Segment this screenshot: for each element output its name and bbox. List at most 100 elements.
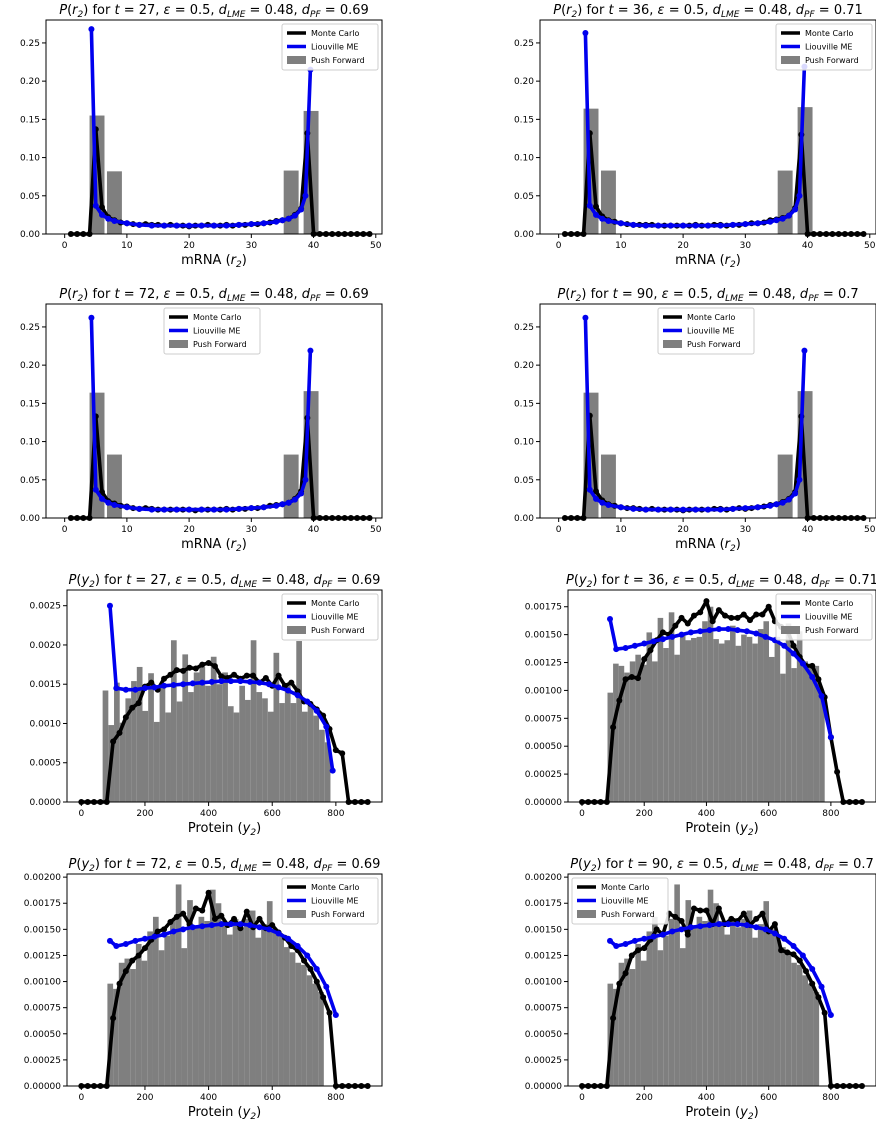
monte-carlo-point	[734, 614, 741, 621]
liouville-me-point	[781, 642, 788, 649]
y-tick-label: 0.00	[20, 514, 40, 524]
axes-frame	[66, 873, 383, 1087]
liouville-me-point	[680, 506, 687, 513]
monte-carlo-point	[332, 747, 339, 754]
push-forward-bar	[763, 621, 770, 802]
monte-carlo-point	[301, 957, 308, 964]
push-forward-bar	[774, 934, 781, 1086]
monte-carlo-point	[635, 675, 641, 682]
chart-panel-2: P(r2) for t = 36, ε = 0.5, dLME = 0.48, …	[514, 3, 876, 270]
monte-carlo-point	[678, 917, 685, 924]
liouville-me-point	[692, 506, 699, 513]
legend-push-forward-swatch	[577, 910, 596, 918]
liouville-me-point	[151, 684, 158, 691]
push-forward-bar	[199, 666, 206, 802]
liouville-me-point	[161, 222, 168, 229]
push-forward-bar	[769, 929, 775, 1086]
legend-push-forward-swatch	[663, 340, 682, 348]
push-forward-bar	[176, 701, 183, 802]
push-forward-bar	[262, 698, 268, 802]
liouville-me-line	[89, 29, 313, 228]
y-tick-label: 0.00125	[525, 659, 562, 669]
liouville-me-point	[227, 921, 234, 928]
monte-carlo-point	[610, 1015, 617, 1022]
liouville-me-point	[186, 222, 193, 229]
x-tick-label: 800	[822, 1093, 839, 1103]
push-forward-bar	[785, 623, 792, 802]
liouville-me-point	[148, 506, 155, 513]
liouville-me-point	[655, 222, 662, 229]
axes-frame	[66, 589, 383, 803]
liouville-me-point	[753, 924, 760, 931]
liouville-me-point	[706, 922, 713, 929]
liouville-me-point	[123, 220, 130, 227]
liouville-me-point	[692, 222, 699, 229]
push-forward-bar	[153, 721, 160, 802]
x-tick-label: 10	[121, 241, 133, 251]
liouville-me-point	[801, 347, 808, 354]
y-tick-label: 0.00100	[525, 686, 562, 696]
push-forward-bar	[159, 685, 166, 802]
push-forward-bar	[175, 884, 182, 1086]
push-forward-bar	[102, 690, 109, 802]
monte-carlo-point	[809, 662, 816, 669]
y-tick-label: 0.05	[20, 476, 40, 486]
legend: Monte Carlo Liouville ME Push Forward	[281, 593, 379, 641]
push-forward-bar	[657, 950, 664, 1086]
monte-carlo-point	[784, 949, 791, 956]
chart-panel-5: P(y2) for t = 27, ε = 0.5, dLME = 0.48, …	[30, 573, 383, 838]
monte-carlo-point	[199, 661, 206, 668]
liouville-me-point	[256, 924, 263, 931]
legend: Monte Carlo Liouville ME Push Forward	[657, 307, 755, 355]
push-forward-bar	[210, 656, 217, 802]
push-forward-bar	[635, 943, 641, 1086]
monte-carlo-point	[161, 675, 168, 682]
push-forward-bar	[135, 943, 142, 1086]
legend-label: Liouville ME	[311, 613, 358, 622]
monte-carlo-point	[815, 994, 822, 1001]
liouville-me-point	[599, 499, 606, 506]
monte-carlo-point	[99, 204, 105, 211]
legend-push-forward-swatch	[287, 626, 306, 634]
liouville-me-point	[773, 501, 780, 508]
monte-carlo-point	[616, 697, 623, 704]
monte-carlo-point	[593, 488, 599, 495]
y-tick-label: 0.00150	[525, 925, 562, 935]
push-forward-bar	[777, 454, 793, 518]
x-tick-label: 50	[864, 241, 876, 251]
y-tick-label: 0.15	[20, 115, 40, 125]
monte-carlo-point	[641, 945, 648, 952]
liouville-me-point	[279, 501, 286, 508]
push-forward-bar	[679, 948, 686, 1086]
axes-frame	[45, 303, 383, 519]
liouville-me-point	[796, 192, 803, 199]
liouville-me-point	[180, 681, 187, 688]
push-forward-bar	[147, 931, 153, 1086]
x-tick-label: 30	[246, 241, 258, 251]
liouville-me-point	[717, 506, 724, 513]
y-tick-label: 0.00050	[24, 1030, 61, 1040]
liouville-me-point	[641, 935, 648, 942]
monte-carlo-point	[672, 622, 679, 629]
liouville-me-point	[792, 490, 799, 497]
liouville-me-point	[705, 506, 711, 513]
monte-carlo-point	[753, 915, 760, 922]
y-tick-label: 0.00175	[525, 899, 562, 909]
push-forward-bar	[696, 916, 703, 1086]
liouville-me-point	[667, 506, 674, 513]
liouville-me-point	[313, 966, 320, 973]
liouville-me-series	[607, 616, 834, 741]
x-tick-label: 800	[327, 809, 344, 819]
liouville-me-point	[725, 626, 732, 633]
y-tick-label: 0.00	[514, 230, 534, 240]
legend-label: Push Forward	[805, 56, 859, 65]
legend-label: Push Forward	[601, 910, 655, 919]
push-forward-bar	[261, 924, 267, 1086]
liouville-me-point	[706, 627, 713, 634]
push-forward-bar	[774, 636, 781, 802]
monte-carlo-point	[122, 714, 129, 721]
liouville-me-point	[88, 26, 95, 33]
chart-panel-7: P(y2) for t = 72, ε = 0.5, dLME = 0.48, …	[24, 857, 383, 1122]
monte-carlo-point	[691, 905, 697, 912]
push-forward-bar	[735, 645, 742, 802]
